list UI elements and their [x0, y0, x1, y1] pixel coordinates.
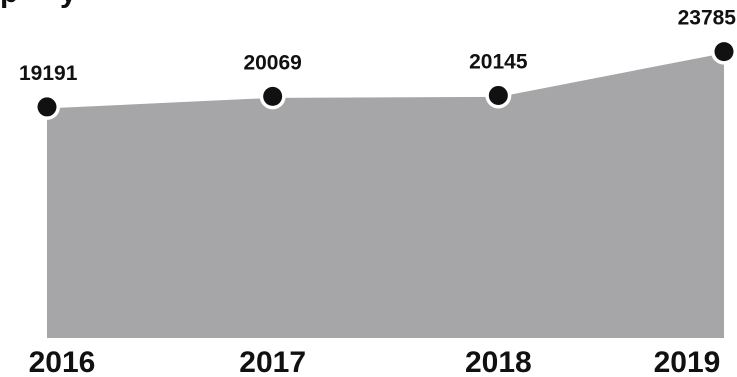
data-label-layer: 19191 20069 20145 23785: [19, 7, 736, 85]
point-marker: [263, 86, 283, 106]
point-marker: [714, 42, 734, 62]
area-fill: [47, 51, 724, 338]
point-marker: [488, 85, 508, 105]
title-fragment: p: [0, 0, 18, 9]
x-tick-label: 2018: [465, 346, 532, 377]
x-tick-label: 2016: [29, 346, 96, 377]
marker-layer: [34, 38, 737, 120]
data-label: 19191: [19, 62, 78, 85]
data-label: 20069: [243, 51, 301, 74]
title-fragment-2: y: [60, 0, 77, 9]
series-line: [46, 50, 725, 109]
data-label: 20145: [469, 50, 528, 73]
x-tick-label: 2019: [654, 346, 721, 377]
data-label: 23785: [678, 7, 737, 30]
point-marker: [37, 97, 57, 117]
x-tick-label: 2017: [239, 346, 306, 377]
area-layer: [46, 50, 725, 338]
x-axis: 2016 2017 2018 2019: [29, 346, 721, 377]
